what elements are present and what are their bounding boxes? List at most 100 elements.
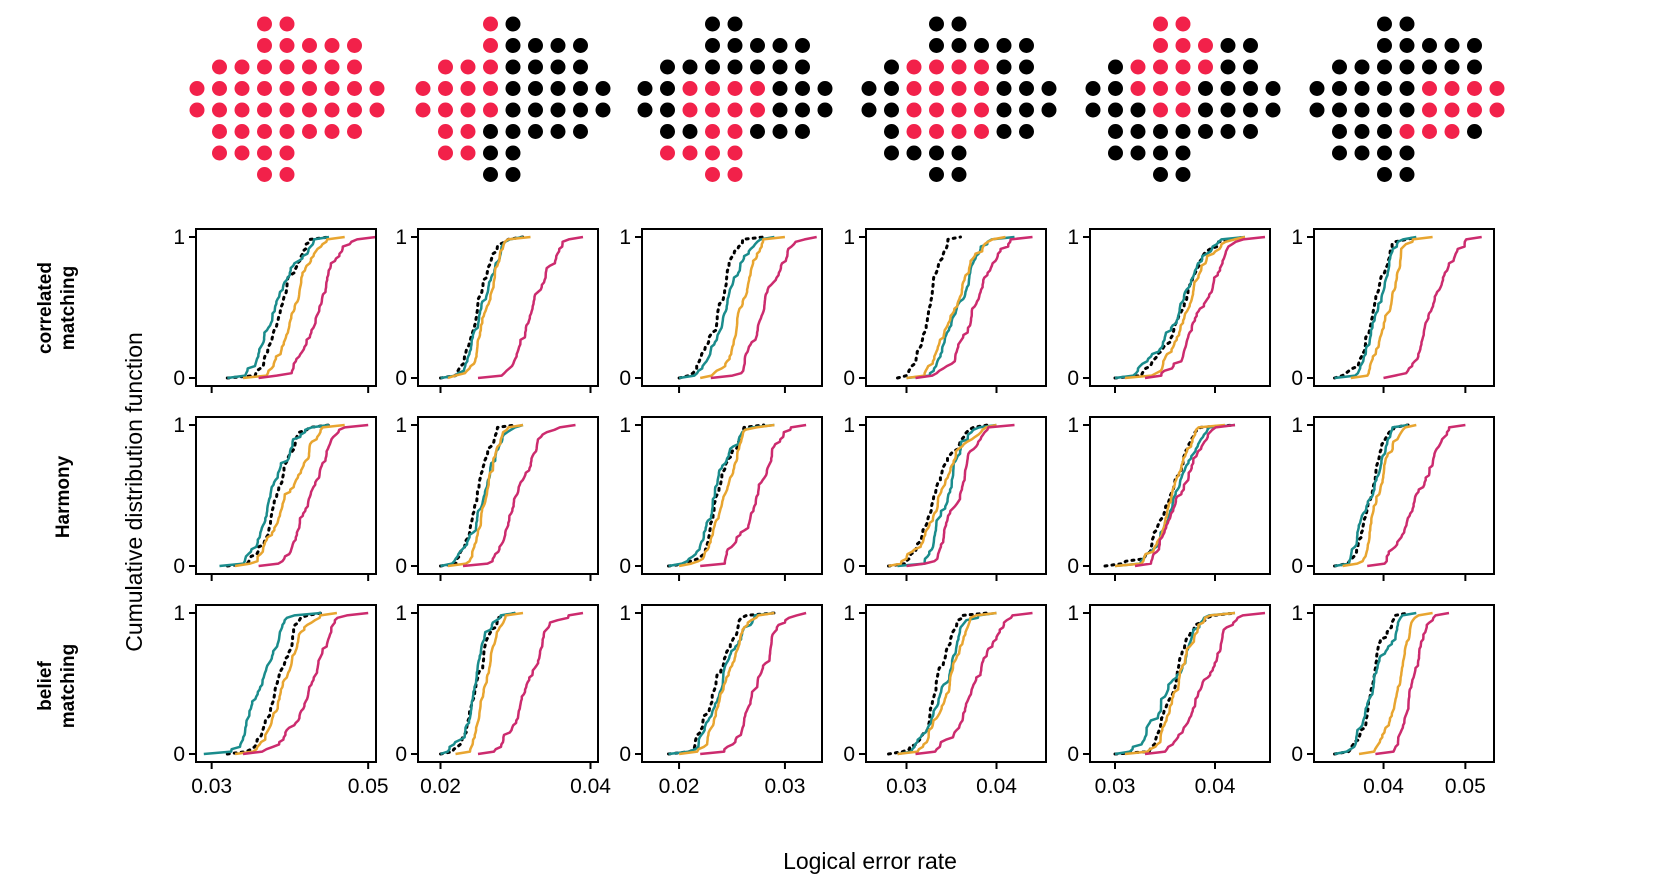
series-line-dotted [225, 235, 331, 380]
qubit-dot-black [1243, 102, 1258, 118]
qubit-dot-black [573, 59, 588, 75]
y-tick-label: 1 [1291, 226, 1303, 249]
qubit-dot-red [369, 81, 385, 96]
y-tick-label: 1 [1291, 602, 1303, 625]
y-tick-label: 1 [619, 602, 631, 625]
qubit-dot-red [438, 124, 453, 139]
qubit-dot-black [660, 124, 675, 139]
qubit-dot-black [727, 16, 743, 32]
series-line-teal [1114, 611, 1236, 756]
qubit-dot-red [189, 102, 205, 118]
series-line-magenta [1144, 611, 1266, 756]
plot-frame [417, 604, 599, 763]
qubit-dot-red [415, 81, 431, 96]
qubit-dot-black [1399, 81, 1415, 96]
qubit-dot-black [1399, 38, 1415, 53]
cdf-panel-r3-c3: 0 1 0.02 0.03 [619, 602, 823, 798]
qubit-dot-black [1377, 145, 1392, 161]
series-line-teal [440, 235, 524, 380]
qubit-dot-red [1444, 102, 1460, 118]
qubit-dot-black [1377, 59, 1392, 75]
x-tick-label: 0.02 [420, 775, 461, 798]
series-line-teal [203, 611, 322, 756]
qubit-dot-red [324, 102, 340, 118]
qubit-dot-red [974, 59, 989, 75]
qubit-dot-black [573, 124, 588, 139]
series-line-orange [678, 611, 775, 756]
qubit-dot-red [929, 59, 944, 75]
y-tick-label: 0 [1067, 555, 1079, 578]
series-line-dotted [225, 611, 323, 756]
x-axis-title: Logical error rate [783, 848, 957, 874]
qubit-dot-red [1153, 38, 1168, 53]
series-line-dotted [667, 423, 766, 568]
qubit-dot-black [505, 16, 521, 32]
plot-frame [865, 416, 1047, 575]
qubit-dot-red [705, 81, 720, 96]
qubit-dot-black [1399, 145, 1415, 161]
qubit-dot-black [1309, 102, 1325, 118]
row-label-line: correlated [35, 262, 56, 354]
qubit-dot-red [974, 124, 989, 139]
qubit-dot-black [1243, 81, 1258, 96]
series-line-dotted [439, 423, 517, 568]
series-line-orange [678, 423, 775, 568]
cdf-panel-r3-c4: 0 1 0.03 0.04 [843, 602, 1047, 798]
qubit-dot-red [1198, 38, 1213, 53]
series-line-teal [440, 611, 516, 756]
series-line-dotted [896, 235, 962, 380]
qubit-dot-black [573, 38, 588, 53]
series-line-magenta [258, 235, 377, 380]
qubit-pattern-3 [637, 16, 833, 182]
qubit-dot-red [1153, 102, 1168, 118]
qubit-dot-black [795, 102, 810, 118]
qubit-dot-black [1467, 124, 1482, 139]
plot-frame [1089, 228, 1271, 387]
series-line-teal [668, 423, 775, 568]
plot-frame [1313, 416, 1495, 575]
qubit-dot-black [528, 59, 543, 75]
qubit-dot-red [438, 145, 453, 161]
cdf-panel-r1-c5: 01 [1067, 226, 1271, 393]
qubit-dot-red [302, 81, 317, 96]
qubit-pattern-4 [861, 16, 1057, 182]
qubit-dot-black [1243, 124, 1258, 139]
qubit-dot-black [996, 81, 1012, 96]
cdf-panel-r1-c3: 01 [619, 226, 823, 393]
y-tick-label: 1 [843, 414, 855, 437]
qubit-dot-black [861, 81, 877, 96]
series-line-dotted [439, 611, 517, 756]
qubit-dot-red [324, 81, 340, 96]
series-line-dotted [677, 235, 766, 380]
qubit-dot-red [234, 145, 250, 161]
qubit-dot-red [257, 59, 272, 75]
qubit-dot-black [996, 38, 1012, 53]
qubit-dot-red [279, 16, 295, 32]
qubit-dot-black [929, 167, 944, 182]
qubit-dot-red [1153, 81, 1168, 96]
qubit-dot-black [1198, 81, 1213, 96]
plot-frame [417, 416, 599, 575]
qubit-dot-red [1153, 16, 1168, 32]
qubit-dot-red [324, 59, 340, 75]
qubit-dot-black [1399, 59, 1415, 75]
qubit-dot-red [302, 38, 317, 53]
series-line-magenta [1375, 611, 1450, 756]
plot-frame [195, 604, 377, 763]
y-tick-label: 1 [843, 602, 855, 625]
y-tick-label: 0 [173, 743, 185, 766]
x-tick-label: 0.03 [1095, 775, 1136, 798]
qubit-dot-black [595, 102, 611, 118]
series-line-teal [1114, 423, 1236, 568]
qubit-dot-black [1153, 167, 1168, 182]
qubit-dot-black [772, 102, 788, 118]
qubit-dot-red [279, 145, 295, 161]
qubit-dot-red [1489, 81, 1505, 96]
qubit-dot-red [234, 81, 250, 96]
qubit-dot-black [1354, 124, 1370, 139]
qubit-dot-black [795, 38, 810, 53]
qubit-dot-red [750, 81, 765, 96]
qubit-dot-red [347, 124, 362, 139]
plot-frame [641, 604, 823, 763]
